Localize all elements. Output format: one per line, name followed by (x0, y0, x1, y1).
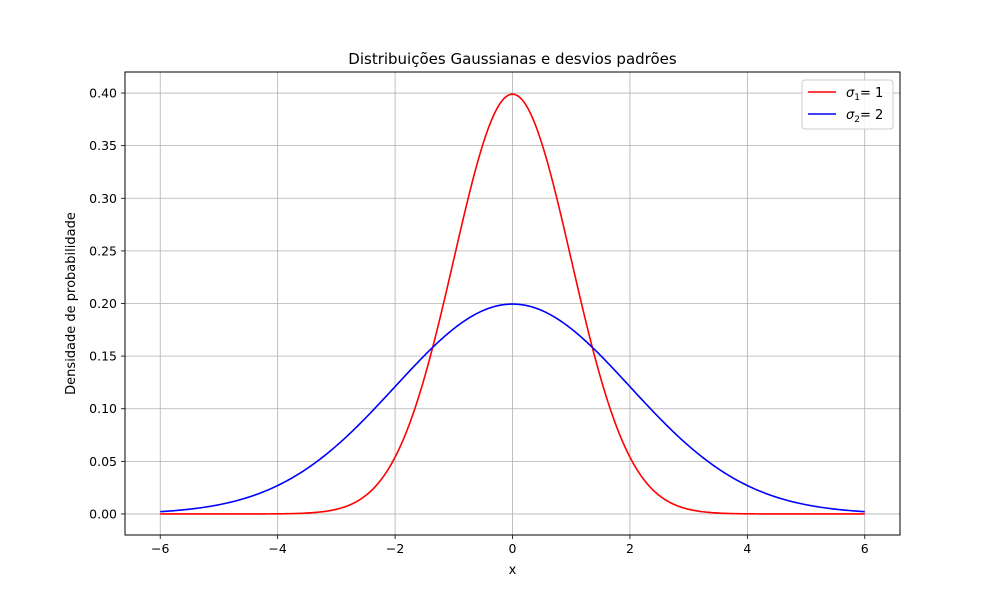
y-tick-label: 0.20 (89, 296, 117, 311)
y-tick-label: 0.00 (89, 506, 117, 521)
y-tick-label: 0.15 (89, 349, 117, 364)
chart-title: Distribuições Gaussianas e desvios padrõ… (348, 50, 677, 68)
y-tick-label: 0.25 (89, 243, 117, 258)
y-tick-label: 0.40 (89, 86, 117, 101)
x-tick-label: 0 (509, 541, 517, 556)
y-tick-label: 0.30 (89, 191, 117, 206)
y-axis-ticks: 0.00 0.05 0.10 0.15 0.20 0.25 0.30 0.35 0.40 (89, 86, 125, 521)
x-tick-label: −2 (386, 541, 404, 556)
x-tick-label: 6 (861, 541, 869, 556)
x-axis-label: x (509, 563, 517, 578)
x-tick-label: 4 (743, 541, 751, 556)
legend-label: σ2= 2 (846, 108, 883, 125)
series-line-sigma-1 (160, 93, 865, 515)
x-tick-label: −4 (268, 541, 286, 556)
legend: σ1= 1 σ2= 2 (801, 79, 894, 130)
y-tick-label: 0.10 (89, 401, 117, 416)
y-tick-label: 0.05 (89, 454, 117, 469)
y-axis-label: Densidade de probabilidade (64, 212, 79, 395)
y-tick-label: 0.35 (89, 138, 117, 153)
x-axis-ticks: −6 −4 −2 0 2 4 6 (151, 535, 869, 556)
x-tick-label: 2 (626, 541, 634, 556)
series-line-sigma-2 (160, 303, 865, 513)
legend-label: σ1= 1 (846, 86, 883, 103)
plot-area (160, 93, 865, 515)
x-tick-label: −6 (151, 541, 169, 556)
